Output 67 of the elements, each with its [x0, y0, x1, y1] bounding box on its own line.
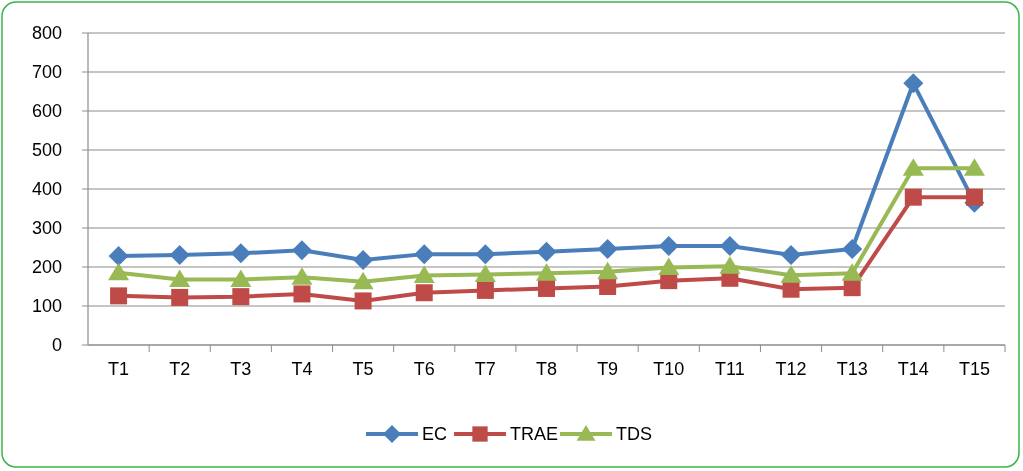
x-tick-label: T1	[108, 359, 130, 379]
point	[903, 73, 924, 94]
point	[230, 269, 252, 287]
x-tick-label: T13	[836, 359, 868, 379]
point	[415, 284, 433, 302]
point	[110, 287, 128, 305]
y-tick-label: 400	[31, 179, 62, 200]
point	[291, 267, 313, 285]
x-tick-label: T10	[653, 359, 685, 379]
x-tick-label: T12	[775, 359, 807, 379]
y-tick-label: 200	[31, 257, 62, 278]
legend-label: TDS	[616, 424, 652, 445]
point	[842, 239, 863, 260]
y-tick-label: 700	[31, 62, 62, 83]
x-tick-label: T6	[413, 359, 435, 379]
point	[965, 188, 983, 206]
y-tick-label: 300	[31, 218, 62, 239]
point	[658, 257, 680, 275]
point	[536, 263, 557, 281]
x-tick-label: T2	[169, 359, 191, 379]
y-tick-label: 800	[31, 23, 62, 44]
legend-label: TRAE	[510, 424, 559, 445]
point	[599, 278, 617, 295]
point	[536, 241, 557, 262]
point	[413, 265, 435, 284]
point	[963, 158, 985, 176]
x-tick-label: T14	[897, 359, 929, 379]
point	[169, 244, 190, 265]
point	[475, 244, 496, 265]
legend-label: EC	[422, 424, 448, 445]
point	[780, 265, 802, 283]
point	[293, 285, 311, 303]
point	[476, 281, 494, 299]
point	[230, 243, 251, 264]
x-tick-label: T5	[352, 359, 374, 379]
point	[169, 269, 191, 287]
point	[597, 239, 618, 260]
point	[354, 292, 372, 310]
x-tick-label: T11	[715, 359, 745, 379]
point	[658, 235, 679, 256]
y-tick-label: 100	[31, 296, 62, 317]
y-tick-label: 600	[31, 101, 62, 122]
point	[232, 288, 250, 306]
x-tick-label: T3	[230, 359, 252, 379]
point	[841, 263, 863, 281]
point	[719, 235, 740, 256]
point	[108, 262, 130, 281]
x-tick-label: T4	[291, 359, 313, 379]
point	[538, 279, 555, 297]
point	[108, 246, 129, 267]
point	[597, 261, 619, 280]
point	[781, 244, 802, 265]
point	[719, 256, 741, 274]
x-tick-label: T9	[597, 359, 619, 379]
y-tick-label: 500	[31, 140, 62, 161]
x-tick-label: T8	[535, 359, 558, 379]
point	[353, 249, 374, 270]
x-tick-label: T15	[958, 359, 990, 379]
point	[474, 264, 496, 282]
point	[171, 288, 189, 306]
point	[291, 240, 312, 261]
point	[904, 188, 922, 206]
point	[902, 158, 924, 176]
point	[414, 244, 435, 265]
x-tick-label: T7	[474, 359, 496, 379]
point	[352, 271, 374, 290]
y-tick-label: 0	[51, 335, 62, 356]
